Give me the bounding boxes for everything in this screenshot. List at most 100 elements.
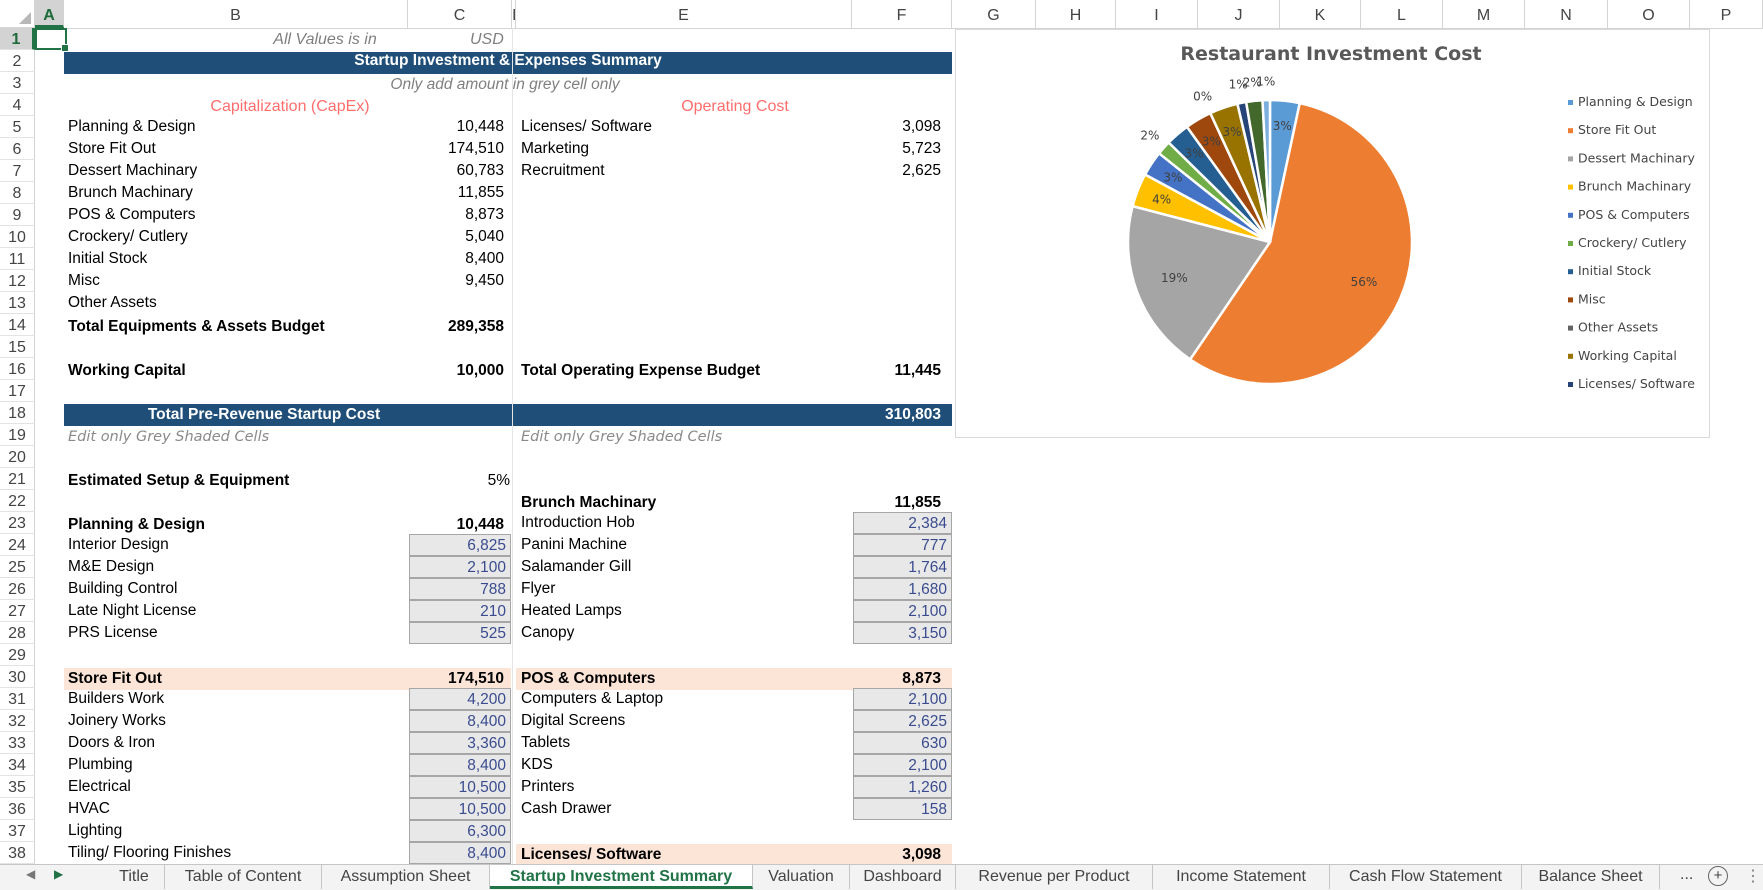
column-header-o[interactable]: O <box>1608 0 1690 28</box>
column-header-b[interactable]: B <box>64 0 408 28</box>
row-header-31[interactable]: 31 <box>0 688 35 710</box>
column-header-k[interactable]: K <box>1280 0 1361 28</box>
column-header-i[interactable]: I <box>1116 0 1198 28</box>
row-header-15[interactable]: 15 <box>0 336 35 358</box>
pie-slice-recruitment[interactable] <box>1261 98 1272 243</box>
pos-item-input[interactable]: 2,100 <box>853 688 952 710</box>
row-header-3[interactable]: 3 <box>0 72 35 94</box>
opex-item-value[interactable]: 2,625 <box>902 162 941 179</box>
planning-item-input[interactable]: 2,100 <box>409 556 511 578</box>
row-header-23[interactable]: 23 <box>0 512 35 534</box>
active-cell-a1[interactable] <box>35 28 69 52</box>
select-all-corner[interactable] <box>0 0 35 28</box>
column-header-p[interactable]: P <box>1690 0 1763 28</box>
column-header-j[interactable]: J <box>1198 0 1280 28</box>
brunch-item-input[interactable]: 1,680 <box>853 578 952 600</box>
row-header-38[interactable]: 38 <box>0 842 35 864</box>
more-options-icon[interactable]: ⋮ <box>1745 868 1761 885</box>
row-header-12[interactable]: 12 <box>0 270 35 292</box>
planning-item-input[interactable]: 210 <box>409 600 511 622</box>
fitout-item-input[interactable]: 6,300 <box>409 820 511 842</box>
licenses-total[interactable]: 3,098 <box>902 846 941 863</box>
row-header-35[interactable]: 35 <box>0 776 35 798</box>
scroll-left-icon[interactable]: ◀ <box>26 867 36 881</box>
sheet-tab-revenue-per-product[interactable]: Revenue per Product <box>956 865 1153 889</box>
row-header-6[interactable]: 6 <box>0 138 35 160</box>
sheet-tab-balance-sheet[interactable]: Balance Sheet <box>1522 865 1660 889</box>
row-header-20[interactable]: 20 <box>0 446 35 468</box>
column-header-e[interactable]: E <box>516 0 852 28</box>
pos-item-input[interactable]: 630 <box>853 732 952 754</box>
working-capital-value[interactable]: 10,000 <box>456 362 504 379</box>
pos-item-input[interactable]: 1,260 <box>853 776 952 798</box>
row-header-4[interactable]: 4 <box>0 94 35 116</box>
fitout-item-input[interactable]: 8,400 <box>409 842 511 864</box>
pos-item-input[interactable]: 2,625 <box>853 710 952 732</box>
row-header-1[interactable]: 1 <box>0 28 35 50</box>
brunch-item-input[interactable]: 2,384 <box>853 512 952 534</box>
row-header-5[interactable]: 5 <box>0 116 35 138</box>
sheet-tab-valuation[interactable]: Valuation <box>753 865 850 889</box>
pie-slice-dessert-machinary[interactable] <box>1126 204 1273 362</box>
sheet-tab-dashboard[interactable]: Dashboard <box>850 865 956 889</box>
fitout-item-input[interactable]: 3,360 <box>409 732 511 754</box>
sheet-tab-table-of-content[interactable]: Table of Content <box>165 865 322 889</box>
column-header-c[interactable]: C <box>408 0 512 28</box>
capex-item-value[interactable]: 11,855 <box>457 184 504 201</box>
brunch-item-input[interactable]: 777 <box>853 534 952 556</box>
row-header-24[interactable]: 24 <box>0 534 35 556</box>
fitout-item-input[interactable]: 10,500 <box>409 798 511 820</box>
pie-slice-store-fit-out[interactable] <box>1188 101 1414 386</box>
row-header-25[interactable]: 25 <box>0 556 35 578</box>
column-header-l[interactable]: L <box>1361 0 1443 28</box>
opex-item-value[interactable]: 3,098 <box>902 118 941 135</box>
capex-item-value[interactable]: 60,783 <box>456 162 504 179</box>
row-header-34[interactable]: 34 <box>0 754 35 776</box>
sheet-tab-income-statement[interactable]: Income Statement <box>1153 865 1330 889</box>
sheet-tab-assumption-sheet[interactable]: Assumption Sheet <box>322 865 490 889</box>
column-header-n[interactable]: N <box>1525 0 1608 28</box>
pos-item-input[interactable]: 2,100 <box>853 754 952 776</box>
sheet-tab-title[interactable]: Title <box>104 865 165 889</box>
column-header-i[interactable]: I <box>512 0 516 28</box>
estimated-setup-value[interactable]: 5% <box>487 472 510 489</box>
row-header-21[interactable]: 21 <box>0 468 35 490</box>
opex-total-value[interactable]: 11,445 <box>894 362 941 379</box>
opex-item-value[interactable]: 5,723 <box>902 140 941 157</box>
column-header-h[interactable]: H <box>1036 0 1116 28</box>
fitout-item-input[interactable]: 8,400 <box>409 710 511 732</box>
row-header-26[interactable]: 26 <box>0 578 35 600</box>
scroll-right-icon[interactable]: ▶ <box>54 867 64 881</box>
capex-item-value[interactable]: 10,448 <box>456 118 504 135</box>
planning-total[interactable]: 10,448 <box>456 516 504 533</box>
row-header-17[interactable]: 17 <box>0 380 35 402</box>
row-header-16[interactable]: 16 <box>0 358 35 380</box>
fitout-item-input[interactable]: 8,400 <box>409 754 511 776</box>
capex-item-value[interactable]: 174,510 <box>447 140 504 157</box>
fitout-item-input[interactable]: 4,200 <box>409 688 511 710</box>
pre-revenue-value[interactable]: 310,803 <box>884 406 941 423</box>
sheet-tab-cash-flow-statement[interactable]: Cash Flow Statement <box>1330 865 1522 889</box>
tab-overflow[interactable]: ... <box>1680 866 1694 883</box>
row-header-22[interactable]: 22 <box>0 490 35 512</box>
brunch-item-input[interactable]: 2,100 <box>853 600 952 622</box>
pos-total[interactable]: 8,873 <box>902 670 941 687</box>
capex-total-value[interactable]: 289,358 <box>447 318 504 335</box>
row-header-2[interactable]: 2 <box>0 50 35 72</box>
row-header-33[interactable]: 33 <box>0 732 35 754</box>
row-header-29[interactable]: 29 <box>0 644 35 666</box>
fitout-item-input[interactable]: 10,500 <box>409 776 511 798</box>
capex-item-value[interactable]: 5,040 <box>465 228 504 245</box>
capex-item-value[interactable]: 9,450 <box>465 272 504 289</box>
row-header-11[interactable]: 11 <box>0 248 35 270</box>
column-header-a[interactable]: A <box>35 0 64 28</box>
row-header-7[interactable]: 7 <box>0 160 35 182</box>
row-header-18[interactable]: 18 <box>0 402 35 424</box>
row-header-14[interactable]: 14 <box>0 314 35 336</box>
row-header-36[interactable]: 36 <box>0 798 35 820</box>
investment-pie-chart[interactable]: Restaurant Investment Cost 3% 56% 19% 4% 3% 2… <box>955 29 1710 438</box>
column-header-f[interactable]: F <box>852 0 952 28</box>
capex-item-value[interactable]: 8,873 <box>465 206 504 223</box>
row-header-32[interactable]: 32 <box>0 710 35 732</box>
